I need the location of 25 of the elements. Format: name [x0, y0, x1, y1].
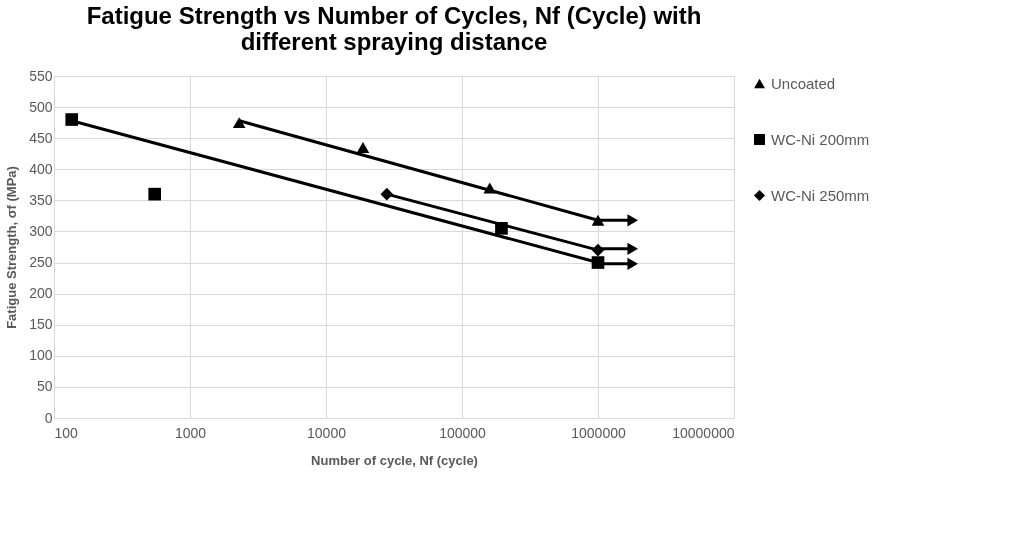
text: different spraying distance — [240, 28, 548, 55]
legend-label: Uncoated — [771, 74, 836, 92]
y-tick-label: 50 — [36, 378, 53, 395]
x-tick-label: 10000 — [307, 424, 347, 441]
y-tick-label: 550 — [29, 67, 53, 84]
y-tick-label: 250 — [29, 254, 53, 271]
y-tick-label: 300 — [29, 222, 53, 239]
y-tick-label: 500 — [29, 98, 53, 115]
y-tick-label: 200 — [29, 285, 53, 302]
x-tick-label: 1000 — [174, 424, 207, 441]
x-tick-label: 100000 — [439, 424, 487, 441]
text: Fatigue Strength vs Number of Cycles, Nf (Cycle) with — [86, 2, 702, 29]
y-tick-label: 100 — [29, 347, 53, 364]
y-axis-title: Fatigue Strength, σf (MPa) — [4, 166, 20, 329]
y-tick-label: 350 — [29, 191, 53, 208]
y-tick-label: 450 — [29, 129, 53, 146]
x-tick-label: 10000000 — [672, 424, 735, 441]
y-tick-label: 0 — [44, 409, 53, 426]
legend-label: WC-Ni 200mm — [771, 130, 870, 148]
x-axis-title: Number of cycle, Nf (cycle) — [311, 452, 478, 468]
y-tick-label: 400 — [29, 160, 53, 177]
x-tick-label: 1000000 — [571, 424, 626, 441]
legend-label: WC-Ni 250mm — [771, 186, 870, 204]
y-tick-label: 150 — [29, 316, 53, 333]
x-tick-label: 100 — [54, 424, 79, 441]
